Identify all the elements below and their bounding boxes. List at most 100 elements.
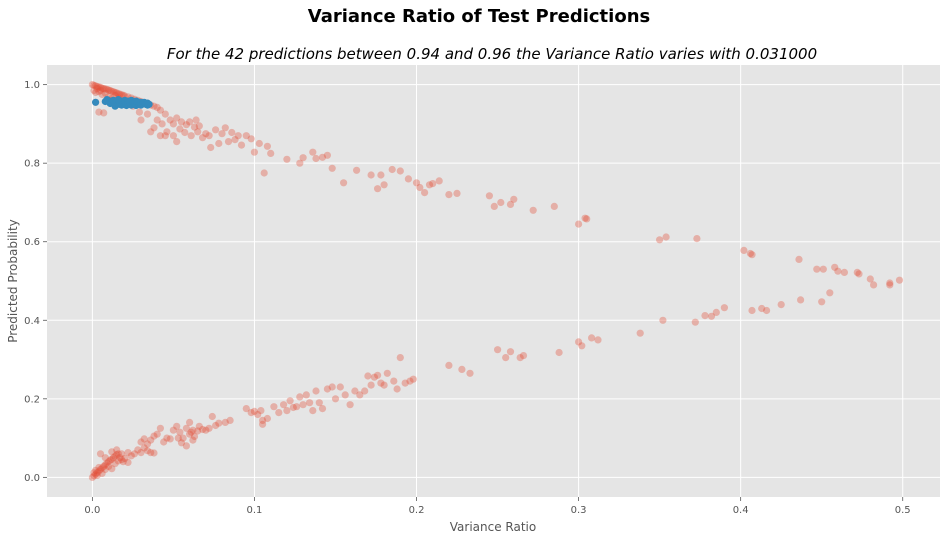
scatter-point: [153, 430, 161, 438]
scatter-point: [299, 401, 307, 409]
scatter-point: [182, 442, 190, 450]
scatter-point: [95, 467, 103, 475]
scatter-point: [130, 450, 139, 458]
y-axis-ticks: 0.0 0.2 0.4 0.6 0.8 1.0: [24, 80, 47, 484]
scatter-point: [353, 166, 361, 174]
scatter-point: [95, 83, 103, 91]
scatter-point: [98, 84, 106, 92]
scatter-point: [143, 440, 152, 448]
scatter-point: [127, 452, 135, 460]
scatter-point: [156, 132, 164, 140]
scatter-point: [466, 369, 474, 377]
scatter-point: [166, 435, 174, 443]
scatter-point: [393, 385, 401, 393]
scatter-point: [116, 90, 124, 98]
scatter-point: [575, 220, 583, 228]
scatter-point: [93, 85, 101, 93]
all-predictions-series: [88, 81, 904, 481]
scatter-point: [870, 281, 878, 289]
scatter-point: [707, 312, 716, 320]
scatter-point: [101, 461, 109, 469]
scatter-point: [187, 428, 195, 436]
scatter-point: [748, 251, 756, 259]
scatter-point: [160, 438, 168, 446]
scatter-point: [111, 88, 119, 97]
scatter-point: [173, 138, 181, 146]
scatter-point: [578, 342, 586, 350]
scatter-point: [169, 132, 177, 140]
scatter-point: [95, 88, 103, 96]
scatter-point: [309, 407, 317, 415]
scatter-point: [150, 124, 158, 132]
y-axis-label: Predicted Probability: [6, 219, 20, 343]
scatter-point: [92, 470, 100, 478]
scatter-point: [819, 265, 827, 273]
scatter-point: [583, 215, 591, 223]
scatter-point: [143, 110, 152, 118]
scatter-point: [866, 275, 874, 283]
scatter-point: [189, 426, 197, 434]
scatter-point: [895, 276, 904, 284]
scatter-point: [656, 236, 664, 244]
scatter-point: [231, 136, 239, 144]
scatter-point: [106, 456, 114, 464]
scatter-point: [163, 128, 171, 136]
scatter-point: [93, 83, 101, 91]
scatter-point: [111, 452, 119, 460]
scatter-point: [453, 189, 461, 197]
scatter-point: [374, 185, 382, 193]
scatter-point: [202, 130, 210, 138]
scatter-point: [205, 132, 213, 140]
scatter-point: [396, 354, 404, 362]
scatter-point: [163, 434, 171, 442]
scatter-point: [90, 81, 98, 89]
scatter-point: [259, 416, 267, 424]
scatter-point: [103, 85, 111, 93]
scatter-point: [367, 171, 375, 179]
scatter-point: [328, 383, 336, 391]
scatter-point: [109, 454, 117, 462]
chart-subtitle: For the 42 predictions between 0.94 and …: [167, 45, 817, 63]
scatter-point: [150, 449, 158, 457]
scatter-point: [88, 81, 96, 89]
scatter-point: [98, 469, 106, 477]
scatter-point: [96, 465, 105, 474]
scatter-point: [137, 116, 145, 124]
scatter-point: [93, 471, 101, 479]
scatter-point: [318, 153, 327, 161]
scatter-point: [95, 463, 103, 472]
scatter-point: [186, 418, 194, 426]
y-tick-label: 0.4: [24, 316, 40, 327]
scatter-point: [502, 354, 510, 362]
scatter-point: [746, 249, 755, 258]
scatter-point: [114, 90, 122, 98]
scatter-point: [831, 263, 839, 271]
scatter-point: [98, 90, 106, 99]
scatter-point: [409, 375, 417, 383]
scatter-point: [153, 116, 161, 124]
scatter-point: [96, 83, 105, 91]
scatter-point: [109, 88, 117, 96]
scatter-point: [100, 109, 108, 117]
scatter-point: [377, 379, 385, 387]
scatter-point: [247, 409, 255, 417]
scatter-point: [367, 381, 375, 389]
scatter-point: [150, 432, 158, 440]
scatter-point: [114, 457, 122, 465]
scatter-point: [267, 149, 275, 157]
scatter-point: [189, 436, 197, 444]
scatter-point: [328, 164, 336, 172]
scatter-point: [519, 352, 528, 360]
scatter-point: [636, 329, 644, 337]
scatter-point: [119, 458, 127, 466]
y-tick-label: 0.0: [24, 473, 40, 484]
scatter-point: [763, 306, 771, 315]
scatter-point: [135, 108, 143, 116]
scatter-point: [247, 135, 255, 143]
scatter-point: [105, 462, 113, 470]
scatter-point: [458, 365, 466, 373]
scatter-point: [296, 393, 304, 401]
scatter-point: [318, 405, 327, 413]
scatter-point: [506, 200, 515, 208]
scatter-point: [192, 116, 200, 124]
